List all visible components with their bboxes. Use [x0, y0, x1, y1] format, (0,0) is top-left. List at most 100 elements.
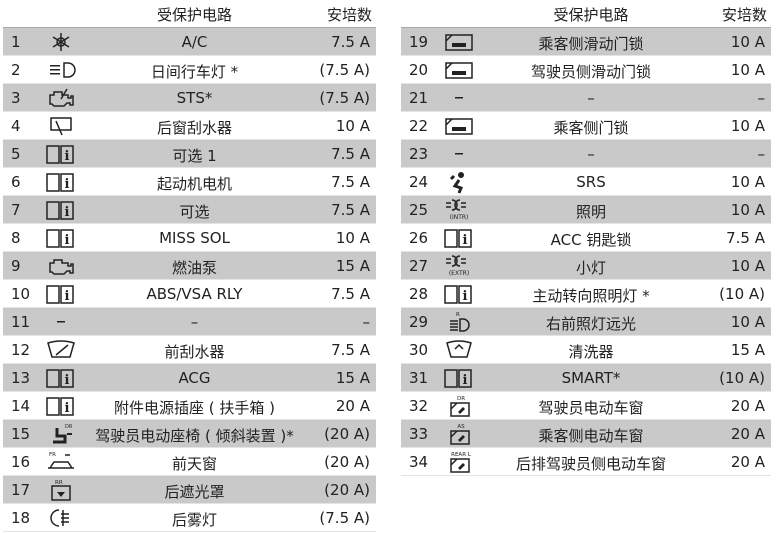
- circuit-name: ABS/VSA RLY: [146, 285, 243, 303]
- amperage: 15 A: [335, 257, 370, 275]
- table-row: 10 i ABS/VSA RLY 7.5 A: [3, 280, 376, 308]
- fuse-number: 10: [11, 285, 31, 303]
- table-row: 22 乘客侧门锁 10 A: [401, 112, 771, 140]
- amperage: 20 A: [730, 425, 765, 443]
- sliding-door-lock-icon: [441, 31, 477, 53]
- power-window-icon: DR: [441, 395, 477, 417]
- rear-sunshade-icon: RR: [43, 479, 79, 501]
- amperage: 10 A: [730, 33, 765, 51]
- table-row: 4 后窗刮水器 10 A: [3, 112, 376, 140]
- fuse-number: 33: [409, 425, 429, 443]
- airbag-icon: [441, 171, 477, 194]
- rear-wiper-icon: [43, 115, 79, 137]
- book-info-icon: i: [43, 227, 79, 249]
- svg-text:i: i: [65, 149, 70, 164]
- fuse-number: 26: [409, 229, 429, 247]
- amperage: 7.5 A: [331, 173, 370, 191]
- svg-text:i: i: [65, 289, 70, 304]
- table-row: 14 i 附件电源插座 ( 扶手箱 ) 20 A: [3, 392, 376, 420]
- amperage: 10 A: [730, 173, 765, 191]
- table-row: 29 R 右前照灯远光 10 A: [401, 308, 771, 336]
- fuse-table-right: 受保护电路 安培数 19 乘客侧滑动门锁 10 A 20 驾驶员侧滑动门锁 10 …: [401, 0, 771, 476]
- table-row: 17 RR 后遮光罩 (20 A): [3, 476, 376, 504]
- circuit-name: 后排驾驶员侧电动车窗: [515, 455, 666, 473]
- circuit-name: 清洗器: [568, 343, 614, 361]
- svg-text:DR: DR: [65, 424, 73, 430]
- table-row: 12 前刮水器 7.5 A: [3, 336, 376, 364]
- amperage: 20 A: [730, 397, 765, 415]
- header-circuit: 受保护电路: [156, 6, 232, 24]
- svg-text:RR: RR: [55, 480, 63, 486]
- amperage: 15 A: [335, 369, 370, 387]
- daytime-running-light-icon: [43, 59, 79, 81]
- svg-text:i: i: [463, 289, 468, 304]
- amperage: (7.5 A): [319, 89, 370, 107]
- svg-text:REAR L: REAR L: [451, 452, 472, 458]
- table-row: 33 AS 乘客侧电动车窗 20 A: [401, 420, 771, 448]
- fuse-number: 19: [409, 33, 429, 51]
- fuse-number: 23: [409, 145, 429, 163]
- book-info-icon: i: [441, 367, 477, 389]
- fuse-number: 18: [11, 509, 31, 527]
- amperage: 10 A: [730, 257, 765, 275]
- table-row: 21 – –: [401, 84, 771, 112]
- circuit-name: 驾驶员电动座椅 ( 倾斜装置 )*: [95, 427, 294, 445]
- table-row: 1 A/C 7.5 A: [3, 28, 376, 56]
- table-row: 3 STS* (7.5 A): [3, 84, 376, 112]
- table-row: 24 SRS 10 A: [401, 168, 771, 196]
- circuit-name: 乘客侧门锁: [553, 119, 629, 137]
- fuse-number: 32: [409, 397, 429, 415]
- high-beam-right-icon: R: [441, 311, 477, 333]
- circuit-name: –: [587, 145, 595, 163]
- circuit-name: 附件电源插座 ( 扶手箱 ): [113, 399, 275, 417]
- fuse-number: 29: [409, 313, 429, 331]
- circuit-name: 乘客侧滑动门锁: [538, 35, 644, 53]
- circuit-name: 日间行车灯 *: [150, 63, 239, 81]
- table-row: 15 DR 驾驶员电动座椅 ( 倾斜装置 )* (20 A): [3, 420, 376, 448]
- circuit-name: ACC 钥匙锁: [550, 231, 632, 249]
- fuse-number: 28: [409, 285, 429, 303]
- amperage: 7.5 A: [331, 33, 370, 51]
- book-info-icon: i: [43, 395, 79, 417]
- circuit-name: 小灯: [575, 259, 606, 277]
- table-row: 5 i 可选 1 7.5 A: [3, 140, 376, 168]
- amperage: (7.5 A): [319, 509, 370, 527]
- circuit-name: 主动转向照明灯 *: [532, 287, 650, 305]
- circuit-name: SMART*: [561, 369, 621, 387]
- fuse-number: 3: [11, 89, 21, 107]
- fuse-number: 20: [409, 61, 429, 79]
- amperage: (10 A): [719, 285, 765, 303]
- fuse-number: 16: [11, 453, 31, 471]
- amperage: (10 A): [719, 369, 765, 387]
- table-row: 30 清洗器 15 A: [401, 336, 771, 364]
- book-info-icon: i: [441, 227, 477, 249]
- amperage: 10 A: [730, 201, 765, 219]
- amperage: (20 A): [324, 453, 370, 471]
- engine-sts-icon: [43, 87, 79, 109]
- circuit-name: 照明: [575, 203, 606, 221]
- rear-fog-icon: [43, 507, 79, 529]
- amperage: 15 A: [730, 341, 765, 359]
- circuit-name: ACG: [178, 369, 211, 387]
- fuse-number: 25: [409, 201, 429, 219]
- svg-text:i: i: [65, 373, 70, 388]
- amperage: 10 A: [335, 117, 370, 135]
- circuit-name: 驾驶员侧滑动门锁: [530, 63, 651, 81]
- amperage: 7.5 A: [331, 145, 370, 163]
- amperage: (20 A): [324, 425, 370, 443]
- table-row: 20 驾驶员侧滑动门锁 10 A: [401, 56, 771, 84]
- header-amps: 安培数: [326, 6, 372, 24]
- table-row: 19 乘客侧滑动门锁 10 A: [401, 28, 771, 56]
- table-header: 受保护电路 安培数: [3, 0, 376, 28]
- dash-icon: [441, 143, 477, 165]
- book-info-icon: i: [43, 199, 79, 221]
- table-row: 32 DR 驾驶员电动车窗 20 A: [401, 392, 771, 420]
- book-info-icon: i: [441, 283, 477, 305]
- circuit-name: 燃油泵: [171, 259, 217, 277]
- amperage: 7.5 A: [726, 229, 765, 247]
- amperage: –: [757, 145, 766, 163]
- circuit-name: 前天窗: [171, 455, 217, 473]
- amperage: (7.5 A): [319, 61, 370, 79]
- table-row: 8 i MISS SOL 10 A: [3, 224, 376, 252]
- table-row: 9 燃油泵 15 A: [3, 252, 376, 280]
